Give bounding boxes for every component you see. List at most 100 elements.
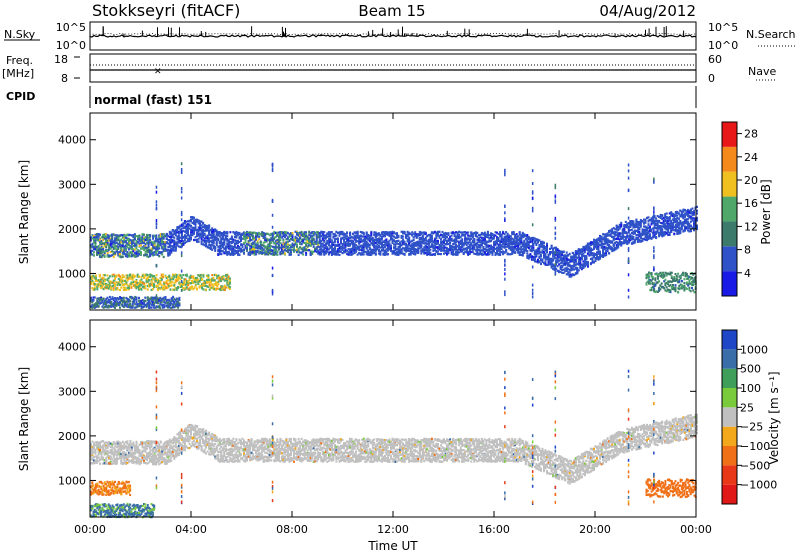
data-cell bbox=[102, 238, 105, 241]
data-cell bbox=[194, 239, 197, 242]
data-cell bbox=[344, 241, 347, 244]
data-cell bbox=[224, 235, 227, 239]
data-cell bbox=[290, 253, 292, 256]
data-cell bbox=[303, 249, 306, 252]
data-cell bbox=[153, 241, 156, 244]
data-cell bbox=[377, 233, 380, 236]
data-cell bbox=[362, 250, 365, 253]
data-cell bbox=[146, 253, 149, 257]
data-cell bbox=[185, 240, 188, 243]
data-cell bbox=[321, 245, 324, 248]
data-cell bbox=[333, 233, 336, 236]
data-cell bbox=[167, 234, 170, 237]
data-cell bbox=[415, 236, 418, 239]
data-cell bbox=[106, 250, 109, 253]
data-cell bbox=[96, 248, 99, 251]
data-cell bbox=[344, 246, 347, 249]
data-cell bbox=[99, 249, 102, 252]
data-cell bbox=[271, 234, 274, 237]
data-cell bbox=[237, 249, 239, 252]
data-cell bbox=[191, 232, 194, 235]
data-cell bbox=[114, 251, 117, 254]
data-cell bbox=[235, 246, 238, 249]
data-cell bbox=[141, 242, 144, 245]
data-cell bbox=[105, 243, 108, 246]
data-cell bbox=[279, 232, 282, 235]
data-cell bbox=[223, 243, 226, 246]
data-cell bbox=[173, 239, 176, 242]
data-cell bbox=[221, 245, 224, 248]
data-cell bbox=[274, 231, 277, 234]
data-cell bbox=[252, 245, 255, 248]
data-cell bbox=[568, 271, 571, 274]
data-cell bbox=[97, 253, 100, 256]
data-cell bbox=[361, 235, 364, 238]
data-cell bbox=[167, 254, 170, 257]
data-cell bbox=[388, 242, 391, 245]
data-cell bbox=[371, 241, 374, 244]
data-cell bbox=[152, 241, 155, 244]
data-cell bbox=[202, 221, 205, 225]
data-cell bbox=[135, 246, 138, 249]
data-cell bbox=[190, 219, 192, 222]
data-cell bbox=[106, 248, 109, 252]
data-cell bbox=[302, 253, 305, 256]
data-cell bbox=[156, 238, 159, 241]
data-cell bbox=[383, 231, 386, 234]
data-cell bbox=[285, 244, 288, 247]
data-cell bbox=[362, 244, 365, 247]
data-cell bbox=[252, 236, 255, 239]
data-cell bbox=[149, 234, 152, 237]
data-cell bbox=[235, 251, 238, 254]
data-cell bbox=[182, 222, 185, 225]
data-cell bbox=[262, 235, 265, 238]
data-cell bbox=[296, 231, 298, 235]
data-cell bbox=[97, 233, 100, 236]
data-cell bbox=[318, 251, 321, 254]
data-cell bbox=[182, 224, 185, 227]
data-cell bbox=[146, 239, 149, 242]
data-cell bbox=[162, 248, 165, 251]
data-cell bbox=[102, 233, 105, 237]
data-cell bbox=[315, 237, 318, 240]
data-cell bbox=[124, 248, 127, 252]
data-cell bbox=[211, 236, 214, 239]
data-cell bbox=[108, 254, 111, 257]
data-cell bbox=[290, 251, 292, 254]
data-cell bbox=[546, 246, 548, 250]
data-cell bbox=[353, 236, 356, 239]
data-cell bbox=[99, 243, 102, 246]
data-cell bbox=[203, 232, 206, 235]
data-cell bbox=[330, 244, 333, 247]
data-cell bbox=[158, 251, 161, 254]
data-cell bbox=[388, 231, 391, 234]
data-cell bbox=[129, 241, 132, 244]
data-cell bbox=[237, 241, 239, 245]
data-cell bbox=[183, 241, 186, 245]
data-cell bbox=[250, 252, 253, 255]
data-cell bbox=[100, 236, 103, 239]
data-cell bbox=[129, 246, 132, 249]
data-cell bbox=[144, 250, 147, 253]
data-cell bbox=[394, 248, 397, 251]
data-cell bbox=[146, 233, 149, 237]
data-cell bbox=[273, 246, 276, 249]
data-cell bbox=[105, 246, 108, 249]
data-cell bbox=[302, 250, 305, 253]
data-cell bbox=[105, 240, 108, 243]
data-cell bbox=[103, 236, 106, 239]
data-cell bbox=[340, 241, 342, 244]
data-cell bbox=[370, 233, 373, 236]
data-cell bbox=[167, 242, 170, 245]
data-cell bbox=[217, 253, 220, 256]
data-cell bbox=[176, 243, 179, 246]
data-cell bbox=[111, 235, 114, 238]
data-cell bbox=[264, 253, 267, 256]
data-cell bbox=[194, 236, 197, 239]
data-cell bbox=[118, 243, 121, 246]
data-cell bbox=[347, 236, 350, 239]
data-cell bbox=[483, 238, 486, 241]
data-cell bbox=[212, 235, 215, 238]
data-cell bbox=[90, 244, 92, 247]
data-cell bbox=[217, 249, 220, 252]
